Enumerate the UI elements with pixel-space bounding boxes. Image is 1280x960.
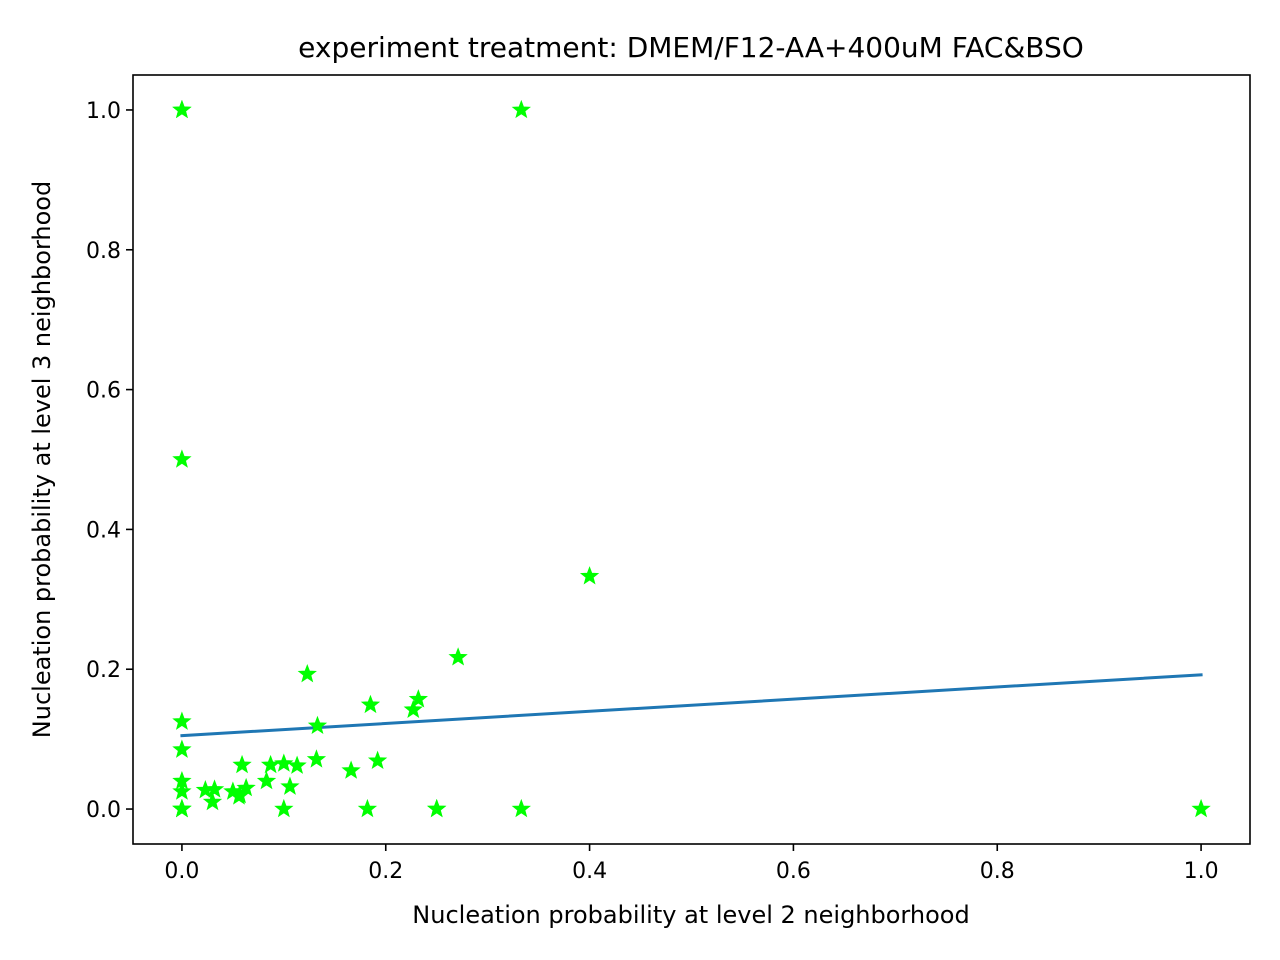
y-tick-label: 0.6: [86, 379, 121, 404]
data-point: [360, 694, 381, 714]
data-point: [204, 779, 225, 798]
x-axis-ticks: 0.0 0.2 0.4 0.6 0.8 1.0: [164, 844, 1219, 884]
y-axis-ticks: 0.0 0.2 0.4 0.6 0.8 1.0: [86, 99, 133, 823]
data-point: [307, 715, 328, 735]
data-point: [172, 739, 192, 758]
data-point: [256, 770, 277, 790]
data-point: [202, 791, 223, 811]
fit-line: [180, 673, 1203, 738]
data-point: [172, 781, 192, 800]
data-point: [229, 786, 249, 805]
data-point: [172, 711, 192, 730]
data-point: [274, 753, 294, 772]
data-point: [236, 777, 256, 797]
data-point: [260, 754, 281, 774]
y-tick-label: 0.8: [86, 239, 121, 264]
data-point: [287, 755, 307, 774]
chart-title: experiment treatment: DMEM/F12-AA+400uM …: [298, 31, 1084, 64]
x-tick-label: 0.8: [980, 859, 1015, 884]
data-point: [448, 647, 468, 666]
data-point: [280, 776, 300, 795]
x-tick-label: 1.0: [1184, 859, 1219, 884]
y-tick-label: 1.0: [86, 99, 121, 124]
x-tick-label: 0.0: [164, 859, 199, 884]
data-point: [172, 798, 192, 818]
data-point: [172, 449, 192, 468]
data-point: [511, 99, 531, 119]
data-point: [579, 566, 600, 585]
axes-frame: [132, 74, 1251, 845]
y-tick-label: 0.4: [86, 518, 121, 543]
data-point: [232, 754, 252, 774]
plot-area: [172, 99, 1211, 818]
x-tick-label: 0.6: [776, 859, 811, 884]
data-point: [427, 798, 447, 818]
y-tick-label: 0.0: [86, 798, 121, 823]
data-point: [408, 689, 428, 708]
data-point: [357, 798, 378, 818]
x-tick-label: 0.4: [572, 859, 607, 884]
x-tick-label: 0.2: [368, 859, 403, 884]
x-axis-label: Nucleation probability at level 2 neighb…: [412, 901, 969, 929]
data-point: [367, 750, 388, 770]
data-point: [403, 699, 423, 718]
data-point: [1191, 798, 1211, 818]
y-axis-label: Nucleation probability at level 3 neighb…: [28, 181, 56, 738]
data-point: [306, 749, 327, 768]
data-point: [511, 798, 531, 818]
y-tick-label: 0.2: [86, 658, 121, 683]
data-point: [274, 798, 294, 818]
data-point: [341, 760, 361, 779]
data-point: [172, 99, 192, 119]
data-point: [297, 663, 317, 683]
